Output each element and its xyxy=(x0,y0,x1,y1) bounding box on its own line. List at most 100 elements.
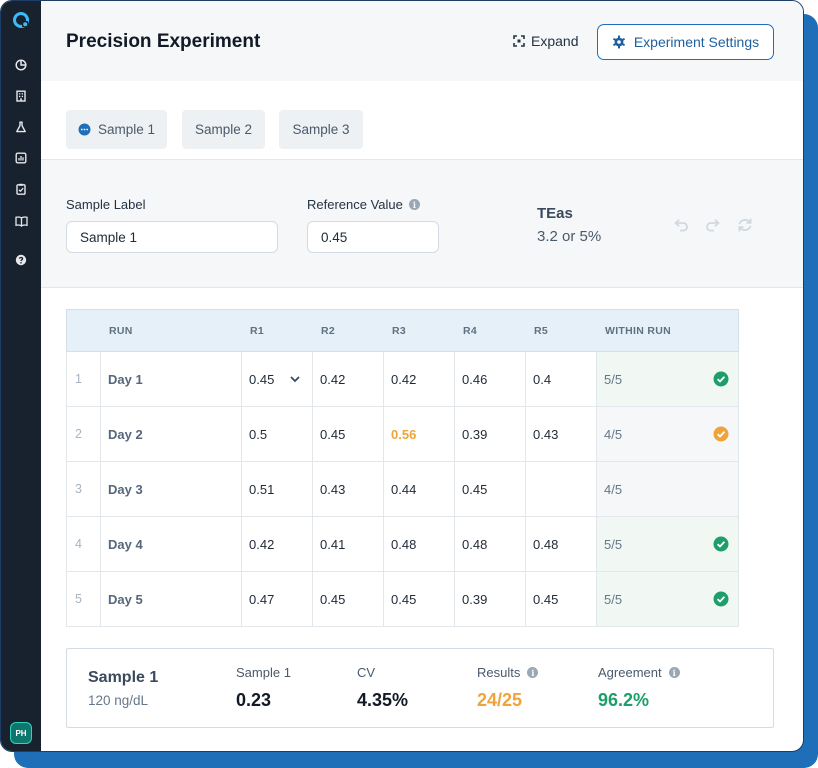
replicate-cell-r5[interactable]: 0.43 xyxy=(526,407,597,462)
replicate-cell-r4[interactable]: 0.45 xyxy=(455,462,526,517)
replicate-cell-r3[interactable]: 0.44 xyxy=(384,462,455,517)
building-icon xyxy=(16,90,26,102)
run-name-cell: Day 4 xyxy=(101,517,242,572)
replicate-value: 0.44 xyxy=(391,481,417,497)
run-name-cell: Day 2 xyxy=(101,407,242,462)
reference-value-input[interactable] xyxy=(307,221,439,253)
sidebar-item-facilities[interactable] xyxy=(13,88,29,104)
replicate-cell-r3[interactable]: 0.56 xyxy=(384,407,455,462)
page-title: Precision Experiment xyxy=(66,31,261,52)
table-row: 3 Day 3 0.51 0.43 0.44 0.45 4/5 xyxy=(66,462,739,517)
replicate-value: 0.42 xyxy=(391,371,417,387)
column-header-r1: R1 xyxy=(250,325,265,337)
replicate-cell-r3[interactable]: 0.45 xyxy=(384,572,455,627)
tab-sample-2[interactable]: Sample 2 xyxy=(182,110,265,149)
metric-label-cv: CV xyxy=(357,665,376,680)
replicate-cell-r5[interactable]: 0.4 xyxy=(526,352,597,407)
sidebar-item-overview[interactable] xyxy=(13,57,29,73)
info-icon[interactable]: i xyxy=(408,199,420,210)
sidebar-item-experiments[interactable] xyxy=(13,119,29,135)
experiment-settings-button[interactable]: Experiment Settings xyxy=(597,24,774,60)
column-header-r2: R2 xyxy=(321,325,336,337)
replicate-cell-r5[interactable]: 0.45 xyxy=(526,572,597,627)
column-header-r5: R5 xyxy=(534,325,549,337)
undo-icon[interactable] xyxy=(672,216,690,234)
replicate-cell-r3[interactable]: 0.42 xyxy=(384,352,455,407)
replicate-cell-r4[interactable]: 0.39 xyxy=(455,572,526,627)
more-dots-icon xyxy=(78,123,91,136)
replicate-cell-r3[interactable]: 0.48 xyxy=(384,517,455,572)
chevron-down-icon[interactable] xyxy=(289,373,301,385)
replicate-value: 0.4 xyxy=(533,371,552,387)
replicate-cell-r1[interactable]: 0.42 xyxy=(242,517,313,572)
info-icon[interactable]: i xyxy=(668,667,680,678)
replicate-value: 0.51 xyxy=(249,481,275,497)
within-run-value: 5/5 xyxy=(604,536,623,552)
replicate-value: 0.48 xyxy=(533,536,559,552)
within-run-value: 4/5 xyxy=(604,426,623,442)
replicate-cell-r5[interactable] xyxy=(526,462,597,517)
within-run-cell: 4/5 xyxy=(597,462,739,517)
row-index: 1 xyxy=(66,352,101,407)
tab-sample-3[interactable]: Sample 3 xyxy=(279,110,363,149)
app-window: PH Precision Experiment Expand xyxy=(0,0,804,752)
app-logo-icon[interactable] xyxy=(12,11,30,29)
refresh-icon[interactable] xyxy=(736,216,754,234)
replicate-cell-r2[interactable]: 0.45 xyxy=(313,407,384,462)
replicate-cell-r1[interactable]: 0.47 xyxy=(242,572,313,627)
sample-label-text: Sample Label xyxy=(66,197,146,212)
replicate-cell-r4[interactable]: 0.39 xyxy=(455,407,526,462)
sidebar-item-tasks[interactable] xyxy=(13,181,29,197)
sidebar-item-library[interactable] xyxy=(13,213,29,229)
table-row: 2 Day 2 0.5 0.45 0.56 0.39 0.43 4/5 xyxy=(66,407,739,462)
reference-value-text: Reference Value xyxy=(307,197,403,212)
replicate-value: 0.42 xyxy=(320,371,346,387)
reference-value-heading: Reference Value i xyxy=(307,197,420,212)
replicate-cell-r1[interactable]: 0.45 xyxy=(242,352,313,407)
replicate-value: 0.42 xyxy=(249,536,275,552)
experiment-settings-label: Experiment Settings xyxy=(633,34,760,50)
user-avatar[interactable]: PH xyxy=(10,722,32,744)
within-run-cell: 5/5 xyxy=(597,517,739,572)
help-icon xyxy=(15,254,27,266)
redo-icon[interactable] xyxy=(704,216,722,234)
replicate-value: 0.45 xyxy=(462,481,488,497)
replicate-value: 0.46 xyxy=(462,371,488,387)
replicate-cell-r4[interactable]: 0.48 xyxy=(455,517,526,572)
replicate-cell-r1[interactable]: 0.5 xyxy=(242,407,313,462)
tab-label: Sample 1 xyxy=(97,122,156,137)
replicate-value: 0.45 xyxy=(249,371,275,387)
column-header-run: RUN xyxy=(109,325,133,337)
warning-check-circle-icon xyxy=(713,426,729,442)
sample-label-input[interactable] xyxy=(66,221,278,253)
replicate-cell-r1[interactable]: 0.51 xyxy=(242,462,313,517)
run-name-cell: Day 3 xyxy=(101,462,242,517)
metric-label-sample: Sample 1 xyxy=(236,665,291,680)
replicate-cell-r2[interactable]: 0.43 xyxy=(313,462,384,517)
table-header: RUN R1 R2 R3 R4 R5 WITHIN RUN xyxy=(66,309,739,352)
expand-button[interactable]: Expand xyxy=(513,33,578,49)
sidebar: PH xyxy=(1,1,41,751)
replicate-value: 0.45 xyxy=(320,426,346,442)
replicate-value: 0.39 xyxy=(462,426,488,442)
within-run-value: 4/5 xyxy=(604,481,623,497)
replicate-cell-r2[interactable]: 0.41 xyxy=(313,517,384,572)
info-icon[interactable]: i xyxy=(527,667,539,678)
replicate-cell-r5[interactable]: 0.48 xyxy=(526,517,597,572)
pie-chart-icon xyxy=(15,59,27,71)
within-run-value: 5/5 xyxy=(604,591,623,607)
replicate-value: 0.43 xyxy=(533,426,559,442)
expand-label: Expand xyxy=(531,33,579,49)
replicate-value: 0.47 xyxy=(249,591,275,607)
replicate-cell-r4[interactable]: 0.46 xyxy=(455,352,526,407)
replicate-cell-r2[interactable]: 0.42 xyxy=(313,352,384,407)
tab-sample-1[interactable]: Sample 1 xyxy=(66,110,167,149)
metric-value-cv: 4.35% xyxy=(357,690,409,710)
replicate-cell-r2[interactable]: 0.45 xyxy=(313,572,384,627)
row-index: 4 xyxy=(66,517,101,572)
sidebar-item-reports[interactable] xyxy=(13,150,29,166)
sample-label-heading: Sample Label xyxy=(66,197,146,212)
sidebar-item-help[interactable] xyxy=(13,252,29,268)
replicate-value: 0.48 xyxy=(391,536,417,552)
metric-value-sample: 0.23 xyxy=(236,690,272,710)
